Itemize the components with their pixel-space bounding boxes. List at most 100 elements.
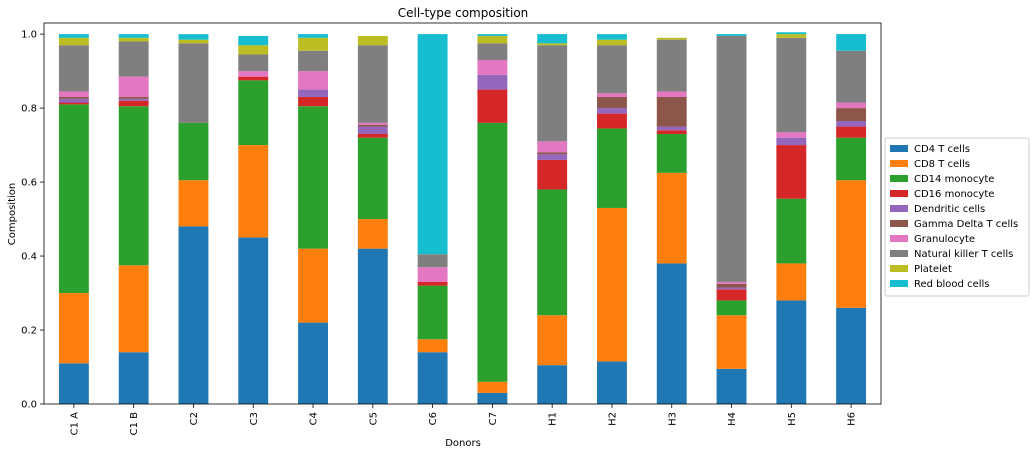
legend-label: Platelet [914, 264, 952, 275]
bar-segment-4-3 [298, 96, 328, 107]
bar-segment-4-9 [298, 34, 328, 38]
bar-segment-2-2 [178, 122, 209, 181]
bar-segment-12-6 [776, 132, 807, 138]
bar-segment-1-9 [118, 34, 149, 38]
bar-segment-10-2 [656, 133, 687, 173]
bar-segment-9-6 [597, 93, 627, 97]
bar-segment-0-7 [58, 45, 89, 92]
legend-swatch [890, 145, 908, 152]
y-tick-label: 0.0 [21, 400, 37, 411]
legend-swatch [890, 265, 908, 272]
bar-segment-4-8 [298, 37, 328, 51]
bar-segment-13-7 [836, 50, 867, 103]
bar-segment-8-8 [537, 43, 568, 46]
legend-swatch [890, 190, 908, 197]
bar-segment-11-2 [716, 300, 747, 316]
legend-label: Natural killer T cells [914, 249, 1013, 260]
bar-segment-6-2 [417, 285, 448, 340]
bar-segment-0-0 [58, 363, 89, 404]
chart-title: Cell-type composition [398, 6, 529, 20]
bar-segment-1-0 [118, 352, 149, 404]
x-tick-label: H5 [787, 412, 798, 426]
bar-segment-13-4 [836, 121, 867, 127]
bar-segment-1-8 [118, 37, 149, 42]
x-axis: C1 A C1 B C2 C3 C4 C5 C6 C7 H1 H2 H3 H4 H5 H6 [69, 404, 858, 436]
bar-segment-11-5 [716, 283, 747, 288]
bar-segment-10-4 [656, 126, 687, 131]
bar-segment-0-3 [58, 102, 89, 105]
bar-segment-8-2 [537, 189, 568, 316]
bar-segment-8-7 [537, 45, 568, 142]
bar-segment-5-4 [357, 126, 388, 134]
bar-segment-12-9 [776, 32, 807, 35]
x-tick-label: H1 [548, 412, 559, 426]
bar-segment-7-7 [477, 43, 508, 60]
bar-segment-0-1 [58, 293, 89, 364]
x-tick-label: H4 [727, 412, 738, 426]
legend-swatch [890, 250, 908, 257]
x-axis-label: Donors [445, 438, 481, 449]
bar-segment-7-4 [477, 74, 508, 90]
plot-frame [43, 22, 882, 405]
bar-segment-9-9 [597, 34, 627, 40]
bar-segment-11-7 [716, 35, 747, 282]
bar-segment-10-0 [656, 263, 687, 404]
bar-segment-5-7 [357, 45, 388, 123]
bar-segment-10-8 [656, 37, 687, 40]
x-tick-label: C5 [368, 412, 379, 425]
bar-segment-12-3 [776, 145, 807, 199]
y-tick-label: 0.6 [21, 178, 37, 189]
bar-segment-11-9 [716, 34, 747, 36]
bar-segment-1-7 [118, 41, 149, 77]
bar-segment-12-2 [776, 198, 807, 264]
legend-label: CD14 monocyte [914, 174, 994, 185]
legend-swatch [890, 220, 908, 227]
bar-segment-6-9 [417, 34, 448, 255]
bar-segment-8-6 [537, 141, 568, 153]
x-tick-label: C4 [309, 412, 320, 425]
bar-segment-4-2 [298, 106, 328, 249]
bar-segment-0-6 [58, 91, 89, 97]
bar-segment-1-2 [118, 106, 149, 266]
legend-swatch [890, 280, 908, 287]
bar-segment-2-8 [178, 39, 209, 44]
bar-segment-4-6 [298, 71, 328, 90]
y-axis: 0.0 0.2 0.4 0.6 0.8 1.0 [21, 30, 44, 411]
x-tick-label: C1 B [129, 412, 140, 436]
bar-segment-0-5 [58, 96, 89, 99]
bar-segment-7-6 [477, 59, 508, 75]
bar-segment-6-7 [417, 254, 448, 268]
bar-segment-0-2 [58, 104, 89, 294]
bar-segment-8-4 [537, 154, 568, 160]
bar-segment-13-2 [836, 137, 867, 181]
legend-swatch [890, 160, 908, 167]
bar-segment-8-1 [537, 315, 568, 366]
legend-box [884, 137, 1030, 297]
bar-segment-10-7 [656, 39, 687, 92]
bar-segment-5-2 [357, 137, 388, 220]
bar-segment-2-9 [178, 34, 209, 40]
bar-segment-1-4 [118, 98, 149, 101]
bar-segment-9-1 [597, 207, 627, 362]
legend-swatch [890, 175, 908, 182]
legend-label: Gamma Delta T cells [914, 219, 1018, 230]
bar-segment-6-1 [417, 339, 448, 353]
bar-segment-8-9 [537, 34, 568, 44]
bar-segment-11-6 [716, 281, 747, 284]
bar-segment-9-3 [597, 113, 627, 129]
legend: CD4 T cells CD8 T cells CD14 monocyte CD16 … [884, 137, 1030, 297]
bar-segment-5-1 [357, 219, 388, 249]
bar-segment-1-1 [118, 265, 149, 353]
bar-segment-13-0 [836, 307, 867, 404]
bar-segment-6-6 [417, 267, 448, 282]
x-tick-label: C6 [428, 412, 439, 425]
y-tick-label: 1.0 [21, 30, 37, 41]
legend-label: Dendritic cells [914, 204, 985, 215]
bar-segment-3-7 [238, 54, 269, 72]
bar-segment-13-1 [836, 180, 867, 308]
bar-segment-13-6 [836, 102, 867, 109]
y-tick-label: 0.2 [21, 326, 37, 337]
bar-segment-3-1 [238, 145, 269, 238]
y-tick-label: 0.4 [21, 252, 37, 263]
